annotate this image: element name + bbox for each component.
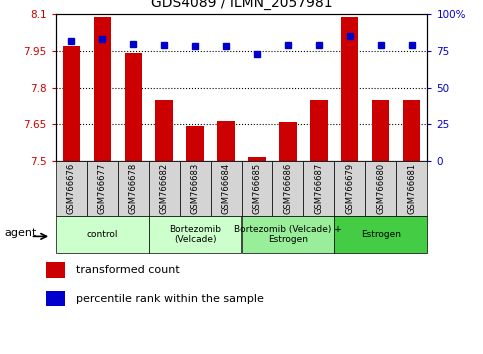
Bar xyxy=(403,100,421,161)
Text: transformed count: transformed count xyxy=(76,265,180,275)
Text: GSM766680: GSM766680 xyxy=(376,163,385,214)
Text: GSM766686: GSM766686 xyxy=(284,163,293,214)
Bar xyxy=(56,161,86,216)
Title: GDS4089 / ILMN_2057981: GDS4089 / ILMN_2057981 xyxy=(151,0,332,10)
Bar xyxy=(341,17,358,161)
Bar xyxy=(180,161,211,216)
Bar xyxy=(217,121,235,161)
Text: GSM766678: GSM766678 xyxy=(128,163,138,214)
Bar xyxy=(334,161,366,216)
Bar xyxy=(117,161,149,216)
Bar xyxy=(46,291,66,307)
Bar xyxy=(186,126,203,161)
Bar xyxy=(56,216,149,253)
Bar xyxy=(242,216,334,253)
Bar xyxy=(366,161,397,216)
Text: GSM766687: GSM766687 xyxy=(314,163,324,214)
Bar xyxy=(248,158,266,161)
Bar xyxy=(334,216,427,253)
Bar xyxy=(311,100,327,161)
Text: Bortezomib
(Velcade): Bortezomib (Velcade) xyxy=(169,225,221,244)
Bar xyxy=(62,46,80,161)
Text: GSM766682: GSM766682 xyxy=(159,163,169,214)
Text: control: control xyxy=(86,230,118,239)
Text: GSM766676: GSM766676 xyxy=(67,163,75,214)
Text: GSM766681: GSM766681 xyxy=(408,163,416,214)
Bar xyxy=(211,161,242,216)
Bar xyxy=(149,161,180,216)
Text: GSM766679: GSM766679 xyxy=(345,163,355,214)
Text: GSM766677: GSM766677 xyxy=(98,163,107,214)
Bar xyxy=(125,53,142,161)
Bar xyxy=(372,100,389,161)
Bar xyxy=(242,161,272,216)
Bar xyxy=(46,262,66,278)
Text: Bortezomib (Velcade) +
Estrogen: Bortezomib (Velcade) + Estrogen xyxy=(234,225,342,244)
Text: Estrogen: Estrogen xyxy=(361,230,401,239)
Bar xyxy=(272,161,303,216)
Text: percentile rank within the sample: percentile rank within the sample xyxy=(76,293,264,304)
Bar xyxy=(149,216,242,253)
Text: GSM766684: GSM766684 xyxy=(222,163,230,214)
Bar xyxy=(280,122,297,161)
Text: GSM766683: GSM766683 xyxy=(190,163,199,214)
Text: GSM766685: GSM766685 xyxy=(253,163,261,214)
Text: agent: agent xyxy=(4,228,37,238)
Bar xyxy=(94,17,111,161)
Bar xyxy=(303,161,334,216)
Bar xyxy=(397,161,427,216)
Bar xyxy=(156,100,172,161)
Bar xyxy=(86,161,117,216)
